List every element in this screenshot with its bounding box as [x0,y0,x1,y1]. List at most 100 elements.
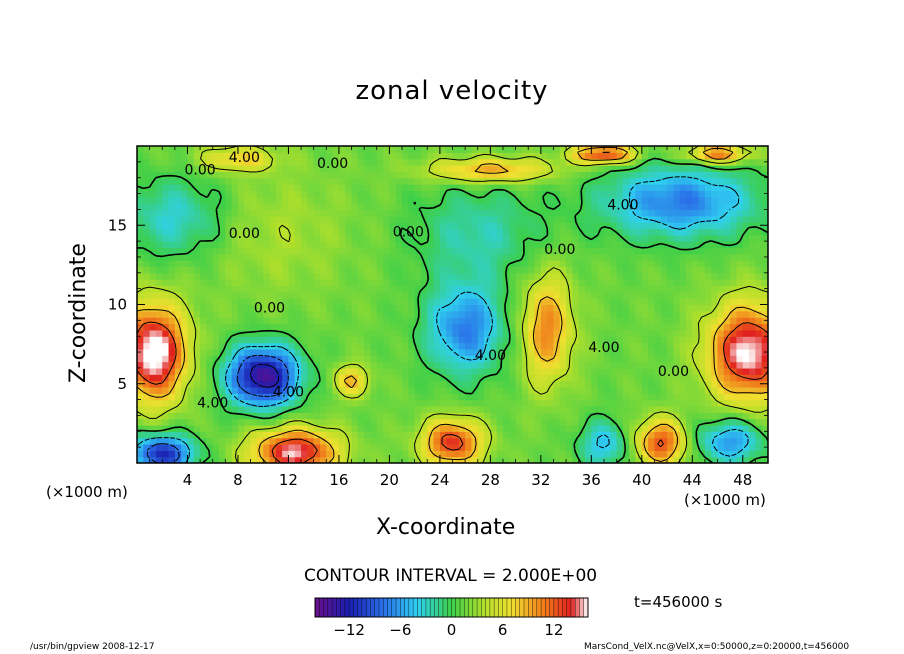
heatmap-cell [237,386,245,394]
heatmap-cell [237,184,245,191]
heatmap-cell [559,399,567,407]
heatmap-cell [717,196,725,204]
heatmap-cell [566,443,573,451]
heatmap-cell [155,374,163,382]
heatmap-cell [578,158,586,166]
heatmap-cell [345,190,353,198]
heatmap-cell [534,323,542,331]
heatmap-cell [319,285,327,293]
heatmap-cell [446,437,454,445]
heatmap-cell [603,209,611,217]
heatmap-cell [496,260,504,268]
heatmap-cell [591,424,599,432]
heatmap-cell [515,209,523,217]
heatmap-cell [402,279,409,287]
heatmap-cell [629,342,637,350]
heatmap-cell [269,348,277,356]
heatmap-cell [427,399,435,407]
heatmap-cell [231,374,239,382]
heatmap-cell [521,424,529,432]
heatmap-cell [635,418,643,426]
heatmap-cell [357,412,365,420]
heatmap-cell [137,336,144,344]
heatmap-cell [168,146,176,153]
heatmap-cell [711,374,719,382]
heatmap-cell [395,298,403,306]
heatmap-cell [654,304,662,312]
heatmap-cell [155,146,163,153]
heatmap-cell [553,412,561,420]
heatmap-cell [761,342,768,350]
heatmap-cell [244,177,252,185]
heatmap-cell [578,329,586,337]
heatmap-cell [244,215,252,223]
heatmap-cell [389,196,397,204]
heatmap-cell [717,215,725,223]
heatmap-cell [603,272,611,280]
heatmap-cell [610,222,618,230]
heatmap-cell [200,380,208,388]
heatmap-cell [250,215,258,223]
heatmap-cell [149,418,157,426]
heatmap-cell [667,260,674,268]
heatmap-cell [585,247,592,255]
heatmap-cell [534,190,542,198]
heatmap-cell [357,336,365,344]
heatmap-cell [458,285,466,293]
heatmap-cell [622,329,630,337]
heatmap-cell [648,424,656,432]
heatmap-cell [648,393,656,401]
heatmap-cell [471,253,479,261]
heatmap-cell [717,361,725,369]
heatmap-cell [641,342,649,350]
heatmap-cell [364,215,372,223]
heatmap-cell [484,196,491,204]
heatmap-cell [660,304,668,312]
heatmap-cell [420,336,428,344]
heatmap-cell [193,165,201,172]
heatmap-cell [168,456,176,463]
heatmap-cell [711,146,719,153]
heatmap-cell [648,386,656,394]
heatmap-cell [635,450,643,458]
heatmap-cell [263,285,271,293]
heatmap-cell [383,247,390,255]
heatmap-cell [351,177,359,185]
heatmap-cell [275,317,283,325]
heatmap-cell [616,184,624,191]
heatmap-cell [578,380,586,388]
heatmap-cell [736,329,744,337]
heatmap-cell [465,418,473,426]
heatmap-cell [250,291,258,299]
heatmap-cell [610,405,618,413]
heatmap-cell [704,241,712,249]
heatmap-cell [250,412,258,420]
heatmap-cell [603,399,611,407]
heatmap-cell [597,190,605,198]
heatmap-cell [162,215,170,223]
heatmap-cell [326,272,334,280]
heatmap-cell [206,367,214,375]
heatmap-cell [534,424,542,432]
heatmap-cell [357,291,365,299]
heatmap-cell [446,412,454,420]
heatmap-cell [237,399,245,407]
heatmap-cell [307,184,315,191]
heatmap-cell [465,266,473,274]
heatmap-cell [269,405,277,413]
heatmap-cell [603,437,611,445]
heatmap-cell [282,317,290,325]
heatmap-cell [364,247,372,255]
heatmap-cell [597,348,605,356]
heatmap-cell [458,405,466,413]
heatmap-cell [629,374,637,382]
heatmap-cell [149,285,157,293]
heatmap-cell [692,412,700,420]
heatmap-cell [357,374,365,382]
heatmap-cell [566,367,573,375]
heatmap-cell [585,298,592,306]
heatmap-cell [641,228,649,236]
heatmap-cell [723,266,731,274]
heatmap-cell [319,418,327,426]
heatmap-cell [200,418,208,426]
